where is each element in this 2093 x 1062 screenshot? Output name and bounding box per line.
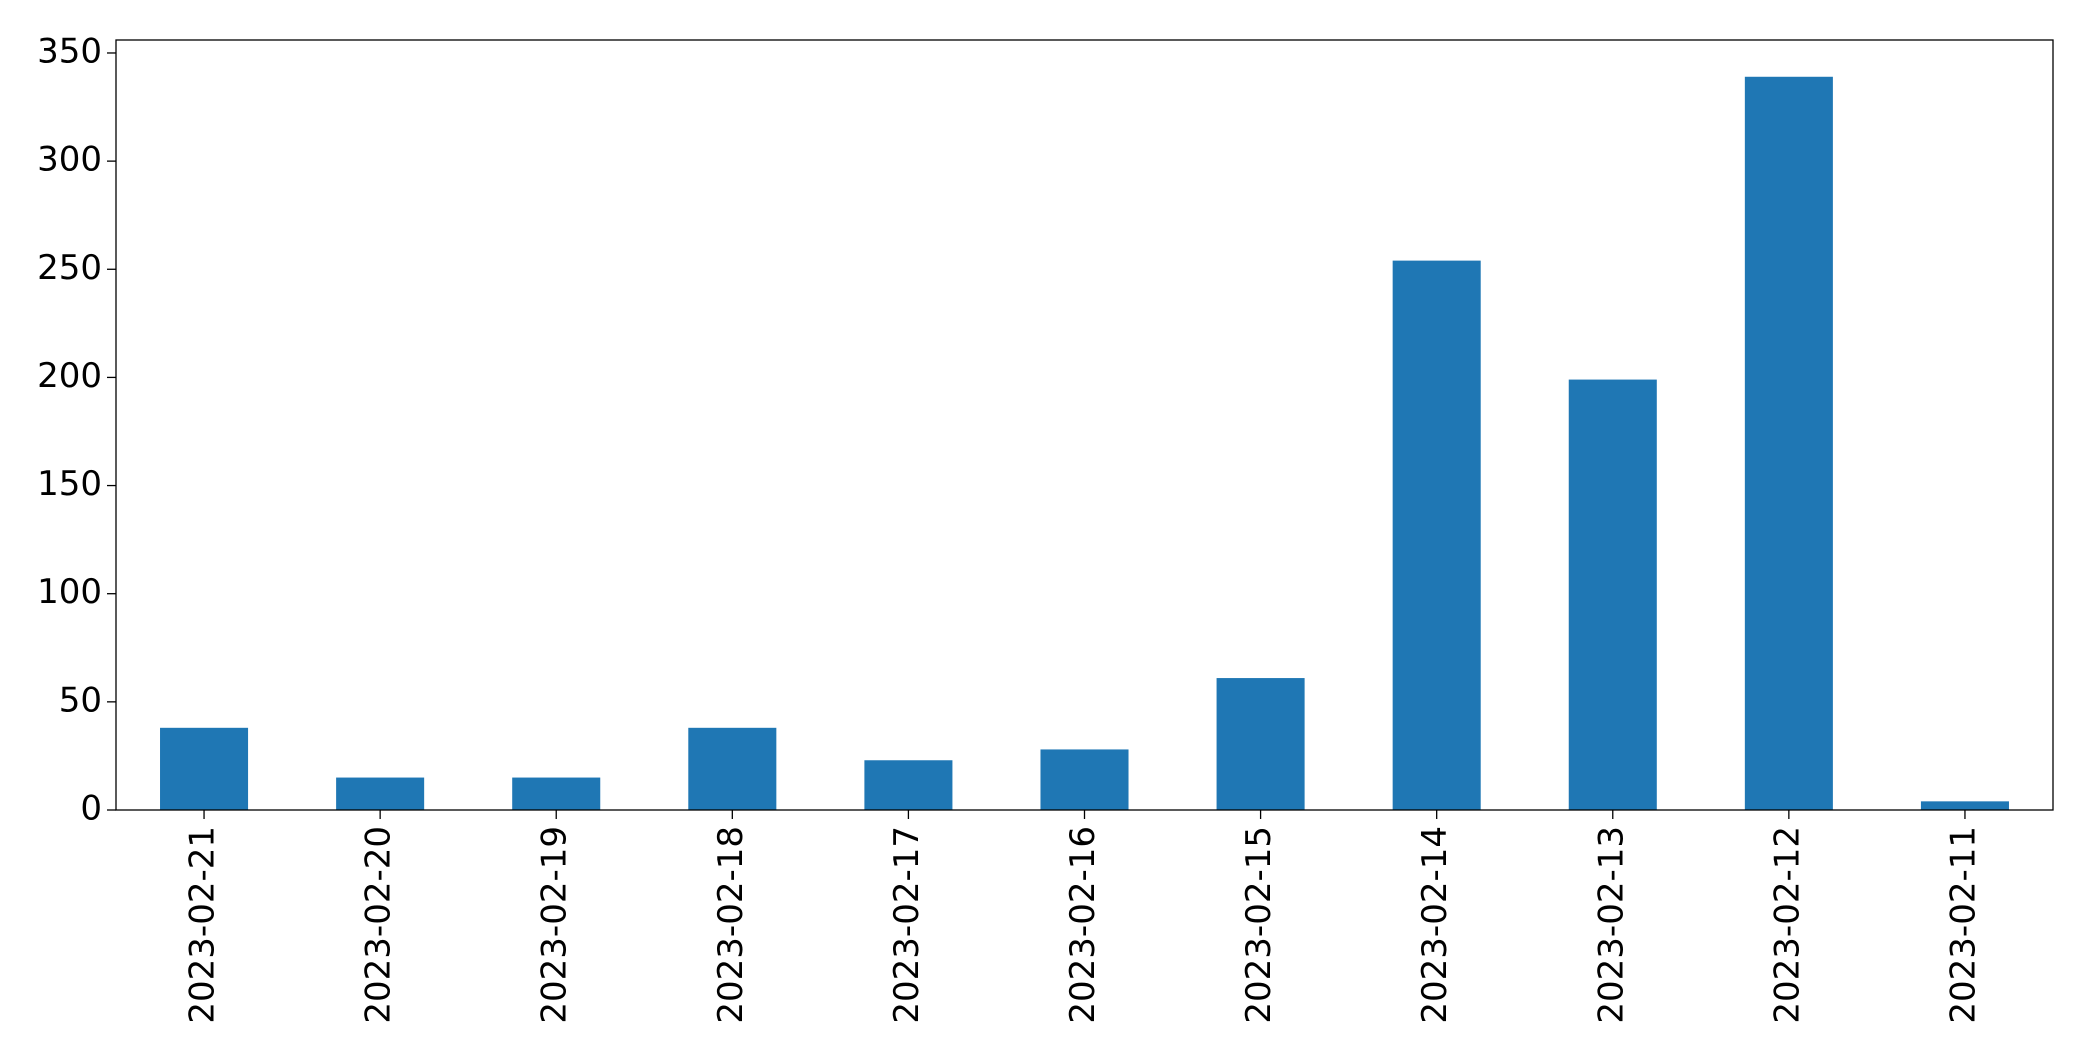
y-tick-label: 300 [37, 140, 102, 180]
x-tick-label: 2023-02-21 [183, 826, 223, 1024]
bar [1568, 379, 1657, 810]
bar [1216, 678, 1305, 810]
y-tick-label: 100 [37, 572, 102, 612]
y-tick-label: 150 [37, 464, 102, 504]
x-tick-label: 2023-02-11 [1943, 826, 1983, 1024]
bar [1392, 260, 1481, 810]
bar [688, 727, 777, 810]
y-tick-label: 350 [37, 31, 102, 71]
bar [1920, 801, 2009, 810]
x-tick-label: 2023-02-15 [1239, 826, 1279, 1024]
x-tick-label: 2023-02-19 [535, 826, 575, 1024]
bar [512, 777, 601, 810]
y-tick-label: 50 [59, 680, 102, 720]
x-tick-label: 2023-02-14 [1415, 826, 1455, 1024]
bar [1040, 749, 1129, 810]
bar [160, 727, 249, 810]
bar [336, 777, 425, 810]
x-tick-label: 2023-02-16 [1063, 826, 1103, 1024]
x-tick-label: 2023-02-20 [359, 826, 399, 1024]
x-tick-label: 2023-02-12 [1767, 826, 1807, 1024]
x-tick-label: 2023-02-17 [887, 826, 927, 1024]
y-tick-label: 250 [37, 248, 102, 288]
x-tick-label: 2023-02-13 [1591, 826, 1631, 1024]
bar [1744, 76, 1833, 811]
y-tick-label: 0 [80, 789, 102, 829]
y-tick-label: 200 [37, 356, 102, 396]
x-tick-label: 2023-02-18 [711, 826, 751, 1024]
plot-frame [115, 39, 2054, 811]
bar [864, 760, 953, 810]
